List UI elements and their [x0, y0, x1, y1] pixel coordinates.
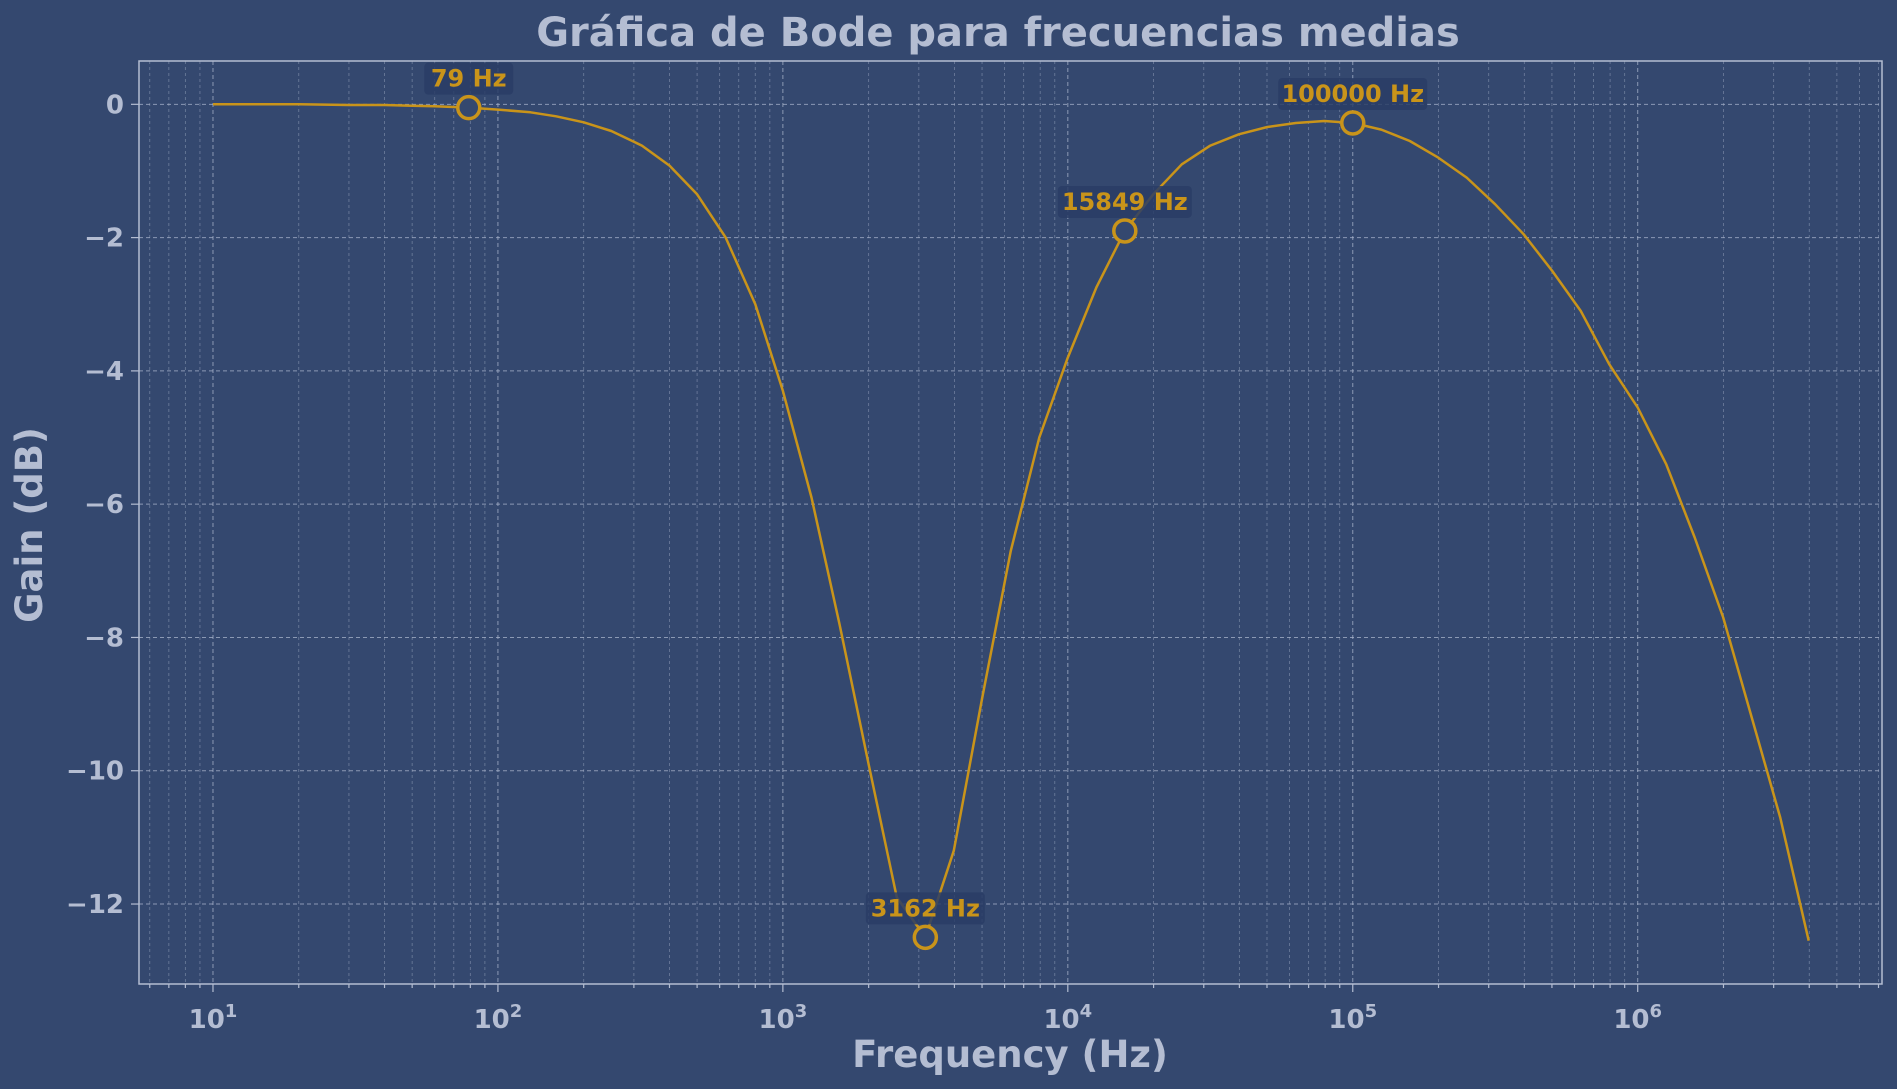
y-axis-label: Gain (dB): [8, 427, 51, 623]
annotation-marker: [456, 94, 482, 121]
y-tick-label: −6: [84, 490, 124, 520]
x-tick-label: 102: [474, 1001, 523, 1035]
annotation-label-box: [1278, 77, 1428, 110]
major-grid: [139, 61, 1882, 984]
series-line: [213, 103, 1810, 941]
annotation-marker: [912, 924, 939, 951]
y-axis-ticks: 0 −2 −4 −6 −8 −10 −12: [66, 90, 139, 920]
annotations: 79 Hz 3162 Hz 15849 Hz 100000 Hz: [424, 62, 1428, 951]
chart-title: Gráfica de Bode para frecuencias medias: [536, 10, 1460, 56]
minor-grid: [149, 61, 1879, 984]
x-tick-label: 101: [189, 1001, 238, 1035]
annotation-label: 100000 Hz: [1281, 80, 1424, 108]
x-tick-label: 103: [759, 1001, 808, 1035]
annotation-label-box: [424, 62, 514, 95]
annotation-marker: [1112, 218, 1138, 244]
y-tick-label: 0: [106, 90, 124, 120]
annotation-label-box: [1057, 185, 1192, 218]
x-tick-label: 104: [1043, 1001, 1092, 1035]
y-tick-label: −2: [84, 224, 124, 254]
y-tick-label: −8: [84, 623, 124, 653]
x-tick-label: 106: [1613, 1001, 1662, 1035]
x-axis-ticks: 101 102 103 104 105 106: [149, 984, 1880, 1035]
x-tick-label: 105: [1328, 1001, 1377, 1035]
annotation-label: 3162 Hz: [871, 894, 980, 922]
annotation-label: 15849 Hz: [1062, 188, 1188, 216]
y-tick-label: −4: [84, 357, 124, 387]
annotation-marker: [1340, 110, 1366, 136]
y-tick-label: −10: [66, 757, 124, 787]
plot-frame: [138, 60, 1883, 985]
x-axis-label: Frequency (Hz): [852, 1033, 1168, 1076]
y-tick-label: −12: [66, 890, 124, 920]
annotation-label-box: [865, 892, 985, 925]
annotation-label: 79 Hz: [431, 65, 507, 93]
